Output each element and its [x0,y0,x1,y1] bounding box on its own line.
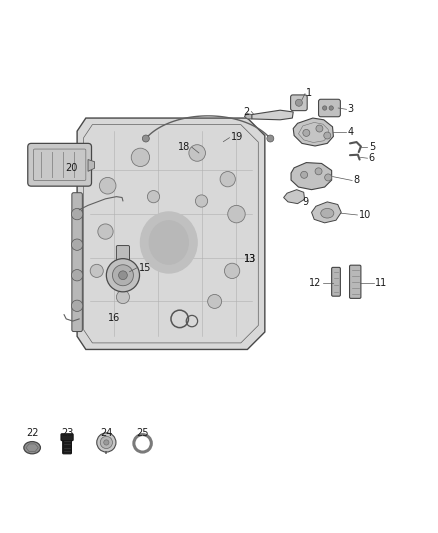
Polygon shape [293,118,333,146]
Circle shape [303,130,310,136]
FancyBboxPatch shape [63,435,71,454]
Polygon shape [291,163,332,190]
Ellipse shape [99,177,116,194]
Circle shape [104,440,109,445]
Text: 19: 19 [231,132,243,142]
Circle shape [113,265,134,286]
Ellipse shape [220,172,235,187]
Polygon shape [284,190,304,204]
Text: 16: 16 [108,313,120,323]
Ellipse shape [90,264,103,277]
Circle shape [106,259,140,292]
Circle shape [315,168,322,175]
Text: 3: 3 [348,104,354,114]
FancyBboxPatch shape [332,268,340,296]
Polygon shape [88,159,95,171]
Text: 8: 8 [353,175,360,185]
Ellipse shape [195,195,208,207]
Circle shape [71,239,83,251]
Text: 18: 18 [178,142,191,152]
Text: 2: 2 [244,107,250,117]
Polygon shape [311,202,341,223]
Circle shape [97,433,116,452]
Polygon shape [244,114,252,119]
Text: 24: 24 [100,428,113,438]
Ellipse shape [131,148,150,166]
Ellipse shape [208,294,222,309]
Ellipse shape [117,290,130,304]
FancyBboxPatch shape [290,95,307,111]
FancyBboxPatch shape [117,246,130,261]
Circle shape [316,125,323,132]
Text: 25: 25 [136,428,149,438]
Circle shape [71,270,83,281]
FancyBboxPatch shape [318,99,340,117]
Text: 1: 1 [306,88,312,98]
Text: 13: 13 [244,254,257,264]
Polygon shape [252,110,293,120]
Ellipse shape [148,190,159,203]
FancyBboxPatch shape [350,265,361,298]
Ellipse shape [224,263,240,279]
Circle shape [267,135,274,142]
Circle shape [295,99,302,106]
FancyBboxPatch shape [61,434,73,441]
Ellipse shape [149,221,188,264]
Ellipse shape [189,144,205,161]
Text: 23: 23 [61,428,73,438]
Text: 22: 22 [26,428,39,438]
Circle shape [71,208,83,220]
Text: 4: 4 [348,127,354,137]
FancyBboxPatch shape [72,193,82,332]
Circle shape [100,437,113,449]
Text: 6: 6 [369,153,375,163]
Circle shape [142,135,149,142]
Circle shape [300,171,307,179]
Text: 11: 11 [375,278,388,288]
Circle shape [322,106,327,110]
Circle shape [119,271,127,280]
Ellipse shape [24,441,40,454]
Circle shape [329,106,333,110]
Ellipse shape [321,208,334,218]
Ellipse shape [98,224,113,239]
Circle shape [71,300,83,311]
Text: 5: 5 [369,142,375,152]
Text: 15: 15 [139,263,151,273]
Text: 20: 20 [65,163,78,173]
FancyBboxPatch shape [28,143,92,186]
Text: 12: 12 [309,278,321,288]
Text: 13: 13 [244,254,257,264]
Circle shape [324,132,331,139]
Text: 9: 9 [302,197,308,207]
Ellipse shape [141,212,197,273]
Text: 10: 10 [359,210,371,220]
Polygon shape [77,118,265,350]
Circle shape [325,174,332,181]
Ellipse shape [228,205,245,223]
